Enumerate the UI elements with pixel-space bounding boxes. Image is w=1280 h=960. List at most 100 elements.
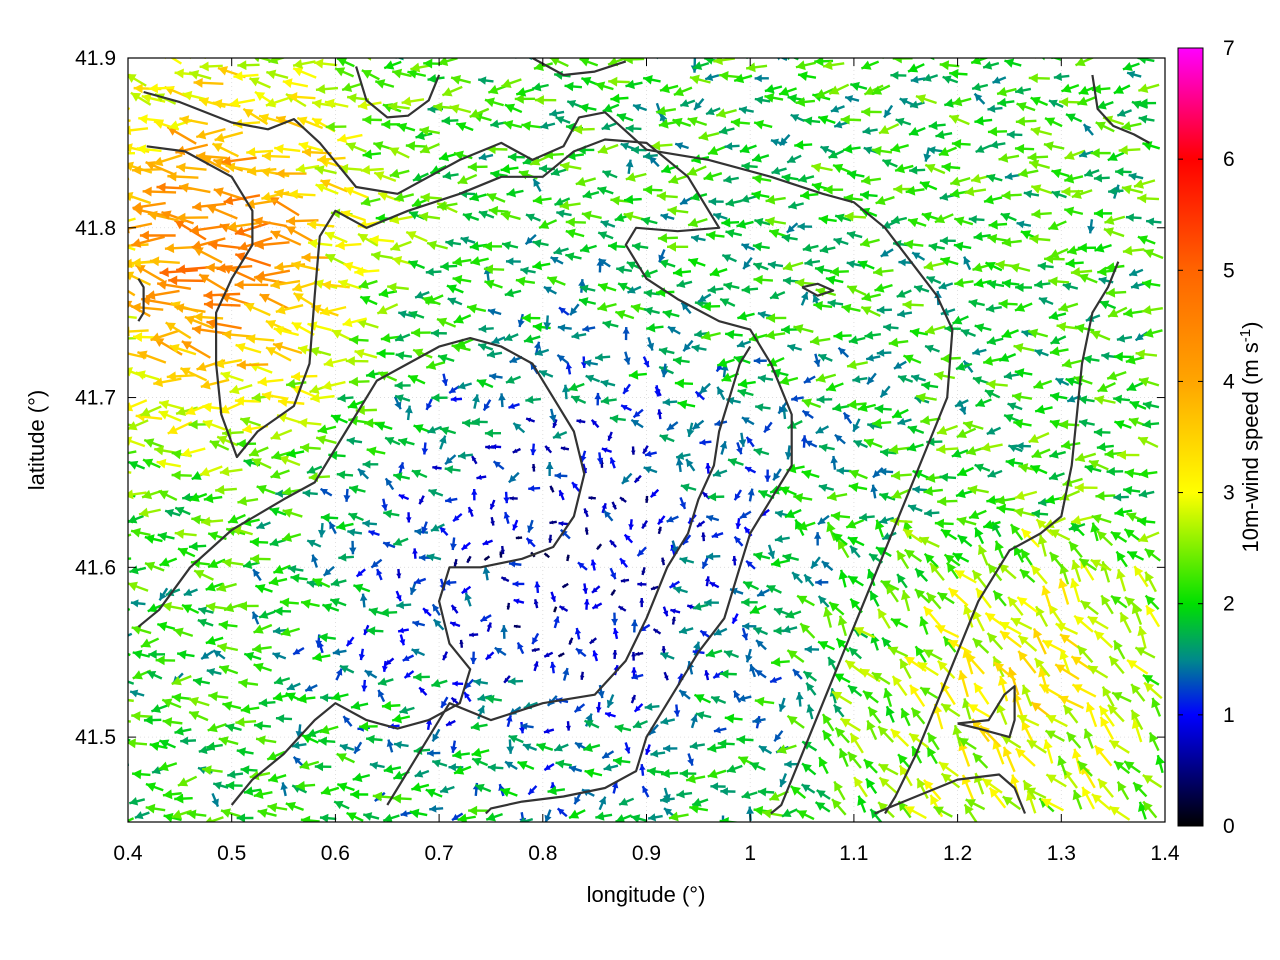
wind-vector-head — [879, 516, 888, 525]
wind-vector-head — [313, 58, 324, 69]
wind-vector-head — [169, 343, 180, 354]
wind-vector-head — [380, 608, 389, 618]
wind-vector-head — [292, 282, 303, 292]
wind-vector-head — [213, 158, 224, 168]
colorbar-tick-label: 1 — [1223, 704, 1235, 727]
wind-vector-head — [900, 658, 909, 670]
wind-vector-head — [1083, 728, 1093, 740]
wind-vector-head — [927, 146, 936, 155]
wind-vector — [128, 680, 135, 685]
wind-vector-head — [106, 97, 116, 106]
wind-vector-head — [644, 702, 653, 711]
wind-vector-head — [301, 252, 311, 263]
wind-vector-head — [1031, 509, 1041, 519]
wind-vector-head — [536, 742, 547, 752]
wind-vector-head — [668, 174, 679, 185]
wind-vector-head — [776, 744, 787, 754]
wind-vector-head — [371, 560, 379, 568]
wind-vector-head — [592, 650, 599, 657]
wind-vector — [144, 45, 162, 53]
wind-vector-head — [413, 348, 424, 358]
wind-vector-head — [878, 608, 888, 620]
wind-vector-head — [1137, 193, 1147, 204]
wind-vector-head — [1023, 189, 1033, 199]
wind-vector-head — [373, 141, 384, 151]
wind-vector-head — [925, 344, 934, 353]
wind-vector-head — [159, 739, 170, 749]
wind-vector-head — [521, 313, 531, 324]
wind-vector-head — [884, 109, 892, 118]
wind-vector-head — [707, 492, 717, 502]
wind-vector-head — [469, 632, 474, 638]
wind-vector-head — [457, 381, 466, 390]
y-tick-label: 41.7 — [75, 387, 116, 410]
wind-vector-head — [624, 194, 634, 205]
wind-vector-head — [857, 795, 867, 806]
wind-vector-head — [147, 603, 158, 613]
wind-vector-head — [924, 553, 935, 564]
wind-vector-head — [833, 704, 843, 714]
wind-vector-head — [138, 114, 148, 125]
wind-vector-head — [900, 708, 910, 719]
wind-vector-head — [822, 730, 833, 741]
wind-vector-head — [191, 240, 202, 250]
wind-vector-head — [609, 457, 616, 464]
wind-vector-head — [854, 777, 864, 788]
wind-vector-head — [156, 458, 167, 469]
wind-vector-head — [167, 171, 177, 182]
wind-vector-head — [949, 188, 960, 199]
wind-vector-head — [472, 456, 477, 462]
wind-vector-head — [989, 787, 1000, 798]
wind-vector-head — [579, 58, 590, 67]
wind-vector-head — [229, 97, 240, 108]
wind-vector-head — [598, 282, 609, 293]
colorbar-label-end: ) — [1238, 322, 1263, 329]
wind-vector-head — [793, 492, 804, 503]
wind-vector-head — [143, 715, 153, 725]
wind-vector-head — [257, 808, 268, 818]
wind-vector-head — [1070, 267, 1081, 277]
wind-vector-head — [534, 348, 544, 357]
wind-vector-head — [1104, 448, 1114, 459]
wind-vector — [128, 246, 136, 251]
wind-vector-head — [381, 666, 388, 672]
wind-vector-head — [1070, 578, 1080, 589]
wind-vector-head — [188, 541, 198, 552]
wind-vector-head — [897, 417, 906, 426]
wind-vector-head — [274, 144, 284, 154]
wind-vector-head — [517, 319, 525, 327]
wind-vector-head — [669, 581, 677, 588]
wind-vector-head — [164, 243, 175, 254]
wind-vector-head — [1014, 545, 1023, 557]
wind-vector-head — [1116, 450, 1126, 460]
wind-vector-head — [866, 778, 876, 789]
wind-vector-head — [1113, 351, 1123, 362]
wind-vector-head — [260, 167, 271, 178]
wind-vector-head — [261, 390, 272, 401]
wind-vector-head — [735, 523, 742, 529]
wind-vector-head — [672, 356, 682, 366]
wind-vector-head — [802, 763, 812, 773]
wind-vector-head — [897, 574, 906, 584]
wind-vector-head — [925, 163, 936, 173]
wind-vector-head — [1097, 100, 1107, 110]
wind-vector-head — [298, 141, 309, 152]
wind-vector-head — [240, 416, 251, 427]
wind-vector-head — [798, 174, 808, 183]
wind-vector-head — [398, 462, 405, 470]
wind-vector-head — [346, 436, 355, 446]
wind-vector-head — [139, 230, 149, 241]
wind-vector-head — [1082, 354, 1092, 364]
wind-vector-head — [779, 86, 790, 97]
wind-vector-head — [927, 747, 937, 758]
wind-vector-head — [661, 557, 666, 562]
wind-vector-head — [801, 469, 812, 479]
wind-vector — [128, 217, 136, 223]
wind-vector-head — [208, 558, 219, 569]
wind-vector-head — [405, 141, 416, 151]
wind-vector-head — [914, 284, 923, 294]
wind-vector-head — [1115, 167, 1124, 177]
wind-vector-head — [562, 668, 570, 676]
wind-vector-head — [591, 419, 598, 426]
wind-vector-head — [191, 471, 202, 480]
